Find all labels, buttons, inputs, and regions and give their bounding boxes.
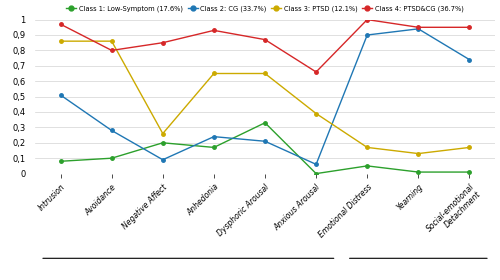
Class 2: CG (33.7%): (0, 0.51): CG (33.7%): (0, 0.51) (58, 93, 64, 97)
Class 4: PTSD&CG (36.7%): (3, 0.93): PTSD&CG (36.7%): (3, 0.93) (211, 29, 217, 32)
Class 2: CG (33.7%): (8, 0.74): CG (33.7%): (8, 0.74) (466, 58, 472, 61)
Class 1: Low-Symptom (17.6%): (0, 0.08): Low-Symptom (17.6%): (0, 0.08) (58, 160, 64, 163)
Line: Class 1: Low-Symptom (17.6%): Class 1: Low-Symptom (17.6%) (59, 121, 471, 175)
Class 1: Low-Symptom (17.6%): (5, 0): Low-Symptom (17.6%): (5, 0) (313, 172, 319, 175)
Class 3: PTSD (12.1%): (5, 0.39): PTSD (12.1%): (5, 0.39) (313, 112, 319, 115)
Class 1: Low-Symptom (17.6%): (8, 0.01): Low-Symptom (17.6%): (8, 0.01) (466, 170, 472, 174)
Class 3: PTSD (12.1%): (6, 0.17): PTSD (12.1%): (6, 0.17) (364, 146, 370, 149)
Class 1: Low-Symptom (17.6%): (7, 0.01): Low-Symptom (17.6%): (7, 0.01) (416, 170, 422, 174)
Class 4: PTSD&CG (36.7%): (0, 0.97): PTSD&CG (36.7%): (0, 0.97) (58, 22, 64, 26)
Class 2: CG (33.7%): (4, 0.21): CG (33.7%): (4, 0.21) (262, 140, 268, 143)
Class 1: Low-Symptom (17.6%): (4, 0.33): Low-Symptom (17.6%): (4, 0.33) (262, 121, 268, 124)
Class 2: CG (33.7%): (7, 0.94): CG (33.7%): (7, 0.94) (416, 27, 422, 31)
Class 3: PTSD (12.1%): (7, 0.13): PTSD (12.1%): (7, 0.13) (416, 152, 422, 155)
Class 2: CG (33.7%): (5, 0.06): CG (33.7%): (5, 0.06) (313, 163, 319, 166)
Line: Class 2: CG (33.7%): Class 2: CG (33.7%) (59, 27, 471, 166)
Class 2: CG (33.7%): (3, 0.24): CG (33.7%): (3, 0.24) (211, 135, 217, 138)
Class 3: PTSD (12.1%): (8, 0.17): PTSD (12.1%): (8, 0.17) (466, 146, 472, 149)
Class 2: CG (33.7%): (6, 0.9): CG (33.7%): (6, 0.9) (364, 33, 370, 37)
Class 4: PTSD&CG (36.7%): (6, 1): PTSD&CG (36.7%): (6, 1) (364, 18, 370, 21)
Class 3: PTSD (12.1%): (4, 0.65): PTSD (12.1%): (4, 0.65) (262, 72, 268, 75)
Class 3: PTSD (12.1%): (1, 0.86): PTSD (12.1%): (1, 0.86) (108, 39, 114, 43)
Class 4: PTSD&CG (36.7%): (1, 0.8): PTSD&CG (36.7%): (1, 0.8) (108, 49, 114, 52)
Class 2: CG (33.7%): (2, 0.09): CG (33.7%): (2, 0.09) (160, 158, 166, 161)
Line: Class 3: PTSD (12.1%): Class 3: PTSD (12.1%) (59, 39, 471, 155)
Class 4: PTSD&CG (36.7%): (2, 0.85): PTSD&CG (36.7%): (2, 0.85) (160, 41, 166, 44)
Class 4: PTSD&CG (36.7%): (4, 0.87): PTSD&CG (36.7%): (4, 0.87) (262, 38, 268, 41)
Legend: Class 1: Low-Symptom (17.6%), Class 2: CG (33.7%), Class 3: PTSD (12.1%), Class : Class 1: Low-Symptom (17.6%), Class 2: C… (64, 3, 466, 15)
Class 1: Low-Symptom (17.6%): (6, 0.05): Low-Symptom (17.6%): (6, 0.05) (364, 164, 370, 167)
Class 1: Low-Symptom (17.6%): (3, 0.17): Low-Symptom (17.6%): (3, 0.17) (211, 146, 217, 149)
Class 1: Low-Symptom (17.6%): (2, 0.2): Low-Symptom (17.6%): (2, 0.2) (160, 141, 166, 144)
Class 4: PTSD&CG (36.7%): (7, 0.95): PTSD&CG (36.7%): (7, 0.95) (416, 25, 422, 29)
Class 3: PTSD (12.1%): (3, 0.65): PTSD (12.1%): (3, 0.65) (211, 72, 217, 75)
Class 4: PTSD&CG (36.7%): (5, 0.66): PTSD&CG (36.7%): (5, 0.66) (313, 70, 319, 74)
Class 4: PTSD&CG (36.7%): (8, 0.95): PTSD&CG (36.7%): (8, 0.95) (466, 25, 472, 29)
Line: Class 4: PTSD&CG (36.7%): Class 4: PTSD&CG (36.7%) (59, 18, 471, 74)
Class 2: CG (33.7%): (1, 0.28): CG (33.7%): (1, 0.28) (108, 129, 114, 132)
Class 3: PTSD (12.1%): (0, 0.86): PTSD (12.1%): (0, 0.86) (58, 39, 64, 43)
Class 3: PTSD (12.1%): (2, 0.26): PTSD (12.1%): (2, 0.26) (160, 132, 166, 135)
Class 1: Low-Symptom (17.6%): (1, 0.1): Low-Symptom (17.6%): (1, 0.1) (108, 157, 114, 160)
